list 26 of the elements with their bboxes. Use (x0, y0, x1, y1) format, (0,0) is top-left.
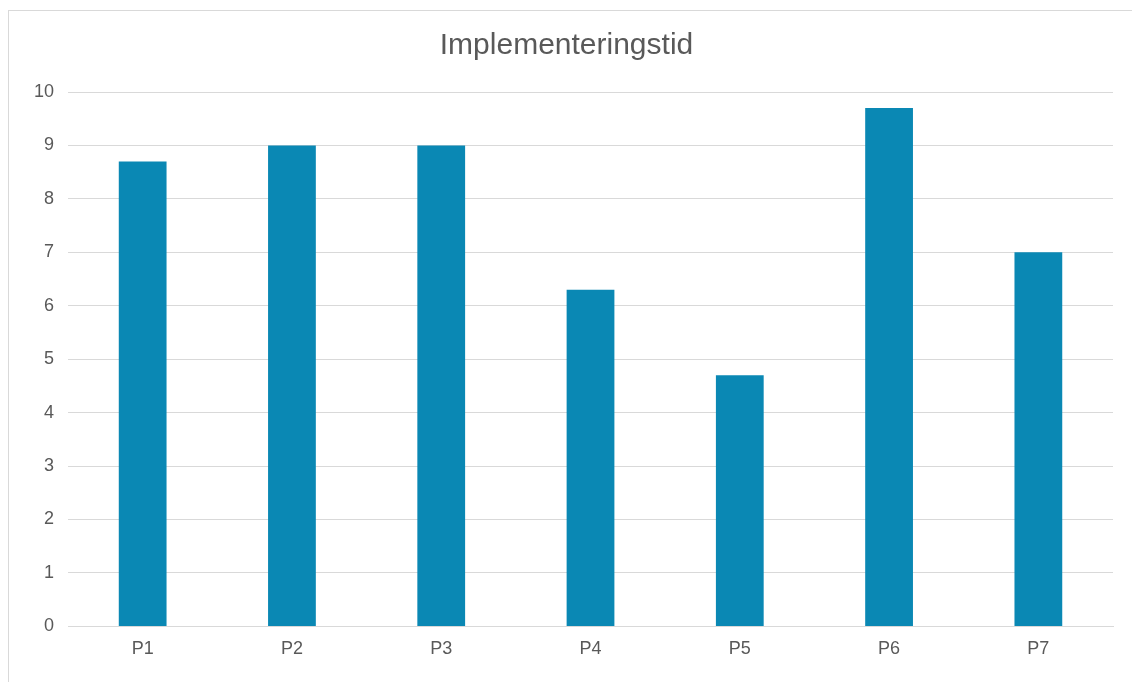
y-tick-label: 5 (44, 348, 55, 369)
y-tick-label: 6 (44, 294, 55, 315)
y-tick-label: 0 (44, 615, 55, 636)
x-tick-label: P3 (430, 638, 453, 659)
y-tick-label: 3 (44, 455, 55, 476)
bar (118, 161, 167, 626)
y-tick-label: 8 (44, 187, 55, 208)
y-tick-label: 9 (44, 134, 55, 155)
y-tick-label: 2 (44, 508, 55, 529)
x-tick-label: P4 (579, 638, 602, 659)
bar (268, 145, 316, 626)
x-tick-label: P7 (1027, 638, 1050, 659)
x-tick-label: P2 (280, 638, 303, 659)
y-tick-label: 10 (33, 80, 55, 101)
bar (865, 108, 913, 626)
x-tick-label: P6 (878, 638, 901, 659)
y-tick-label: 4 (44, 401, 55, 422)
x-tick-label: P5 (728, 638, 751, 659)
bar (417, 145, 466, 626)
bar (566, 289, 615, 626)
bar (715, 375, 764, 626)
y-tick-label: 1 (44, 561, 55, 582)
y-tick-label: 7 (44, 241, 55, 262)
x-tick-label: P1 (131, 638, 154, 659)
chart-title: Implementeringstid (439, 27, 694, 61)
bar (1014, 252, 1063, 626)
